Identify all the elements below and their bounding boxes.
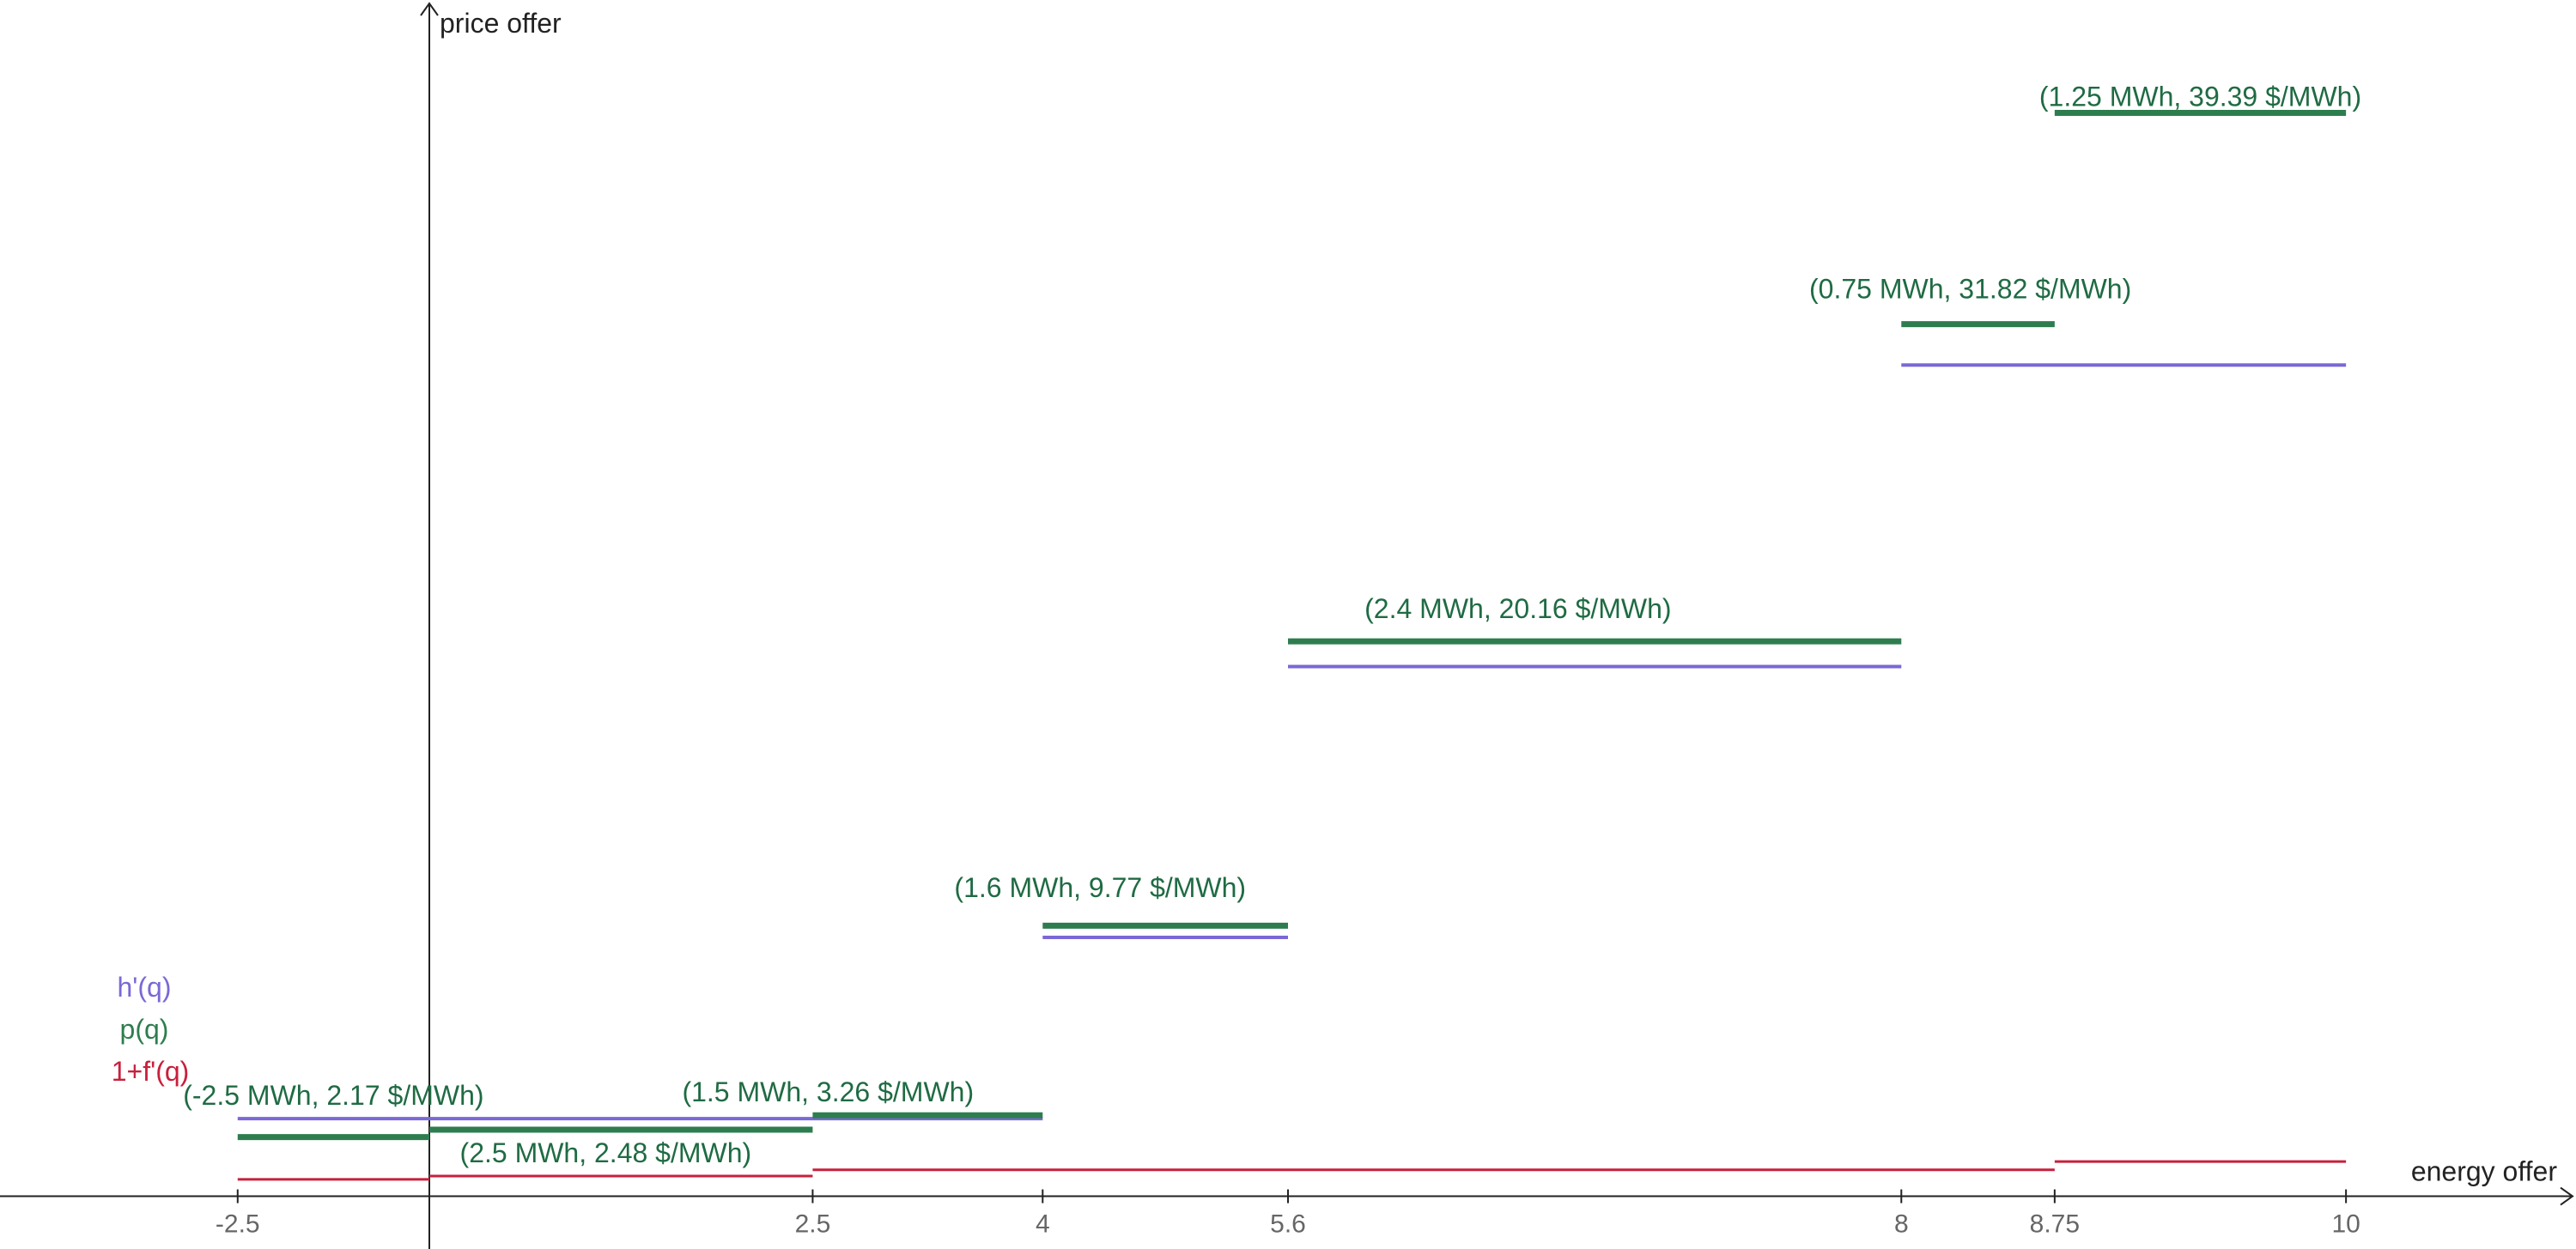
annotation-label: (1.6 MWh, 9.77 $/MWh)	[954, 872, 1246, 903]
x-tick-label: 2.5	[795, 1210, 831, 1239]
x-tick-label: 8.75	[2030, 1210, 2080, 1239]
legend-label-2: 1+f'(q)	[112, 1056, 190, 1087]
x-tick-label: 4	[1036, 1210, 1050, 1239]
x-tick-label: -2.5	[216, 1210, 260, 1239]
x-tick-label: 5.6	[1270, 1210, 1306, 1239]
legend-label-1: p(q)	[120, 1014, 169, 1045]
annotation-label: (2.5 MWh, 2.48 $/MWh)	[460, 1137, 752, 1168]
x-axis-title: energy offer	[2411, 1156, 2558, 1187]
annotation-label: (-2.5 MWh, 2.17 $/MWh)	[183, 1080, 483, 1111]
x-axis-arrow	[2560, 1186, 2574, 1206]
x-tick-label: 8	[1894, 1210, 1909, 1239]
annotation-label: (1.25 MWh, 39.39 $/MWh)	[2039, 81, 2361, 112]
annotation-label: (2.4 MWh, 20.16 $/MWh)	[1364, 593, 1671, 624]
legend-label-0: h'(q)	[117, 972, 171, 1003]
y-axis-arrow	[420, 2, 439, 16]
annotation-label: (0.75 MWh, 31.82 $/MWh)	[1809, 273, 2131, 304]
y-axis-title: price offer	[440, 8, 562, 39]
x-tick-label: 10	[2331, 1210, 2360, 1239]
annotation-label: (1.5 MWh, 3.26 $/MWh)	[682, 1076, 974, 1107]
